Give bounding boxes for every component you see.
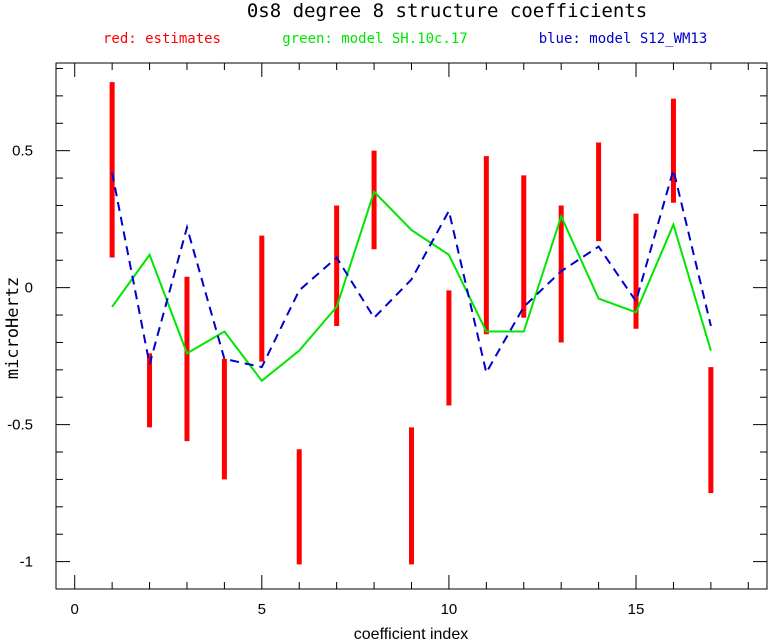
estimate-bars xyxy=(109,82,714,565)
x-tick-label: 0 xyxy=(71,601,79,618)
y-tick-label: 0.5 xyxy=(12,143,33,160)
x-axis-label: coefficient index xyxy=(354,626,468,641)
y-tick-label: -1 xyxy=(20,554,33,571)
legend-model-s12: blue: model S12_WM13 xyxy=(539,31,708,47)
tick-labels: 0 5 10 15 -1 -0.5 0 0.5 xyxy=(7,143,644,618)
legend-estimates: red: estimates xyxy=(103,31,221,47)
y-tick-label: -0.5 xyxy=(7,417,33,434)
series-line-s12-wm13 xyxy=(111,165,712,376)
y-tick-label: 0 xyxy=(25,280,33,297)
legend-model-sh: green: model SH.10c.17 xyxy=(282,31,467,47)
chart-title: 0s8 degree 8 structure coefficients xyxy=(247,0,647,22)
y-axis-label: microHertz xyxy=(3,277,23,379)
x-tick-label: 10 xyxy=(441,601,458,618)
series-lines xyxy=(111,165,712,383)
x-tick-label: 15 xyxy=(628,601,645,618)
x-tick-label: 5 xyxy=(258,601,266,618)
series-line-sh10c17 xyxy=(111,189,712,383)
axis-ticks xyxy=(56,63,767,590)
